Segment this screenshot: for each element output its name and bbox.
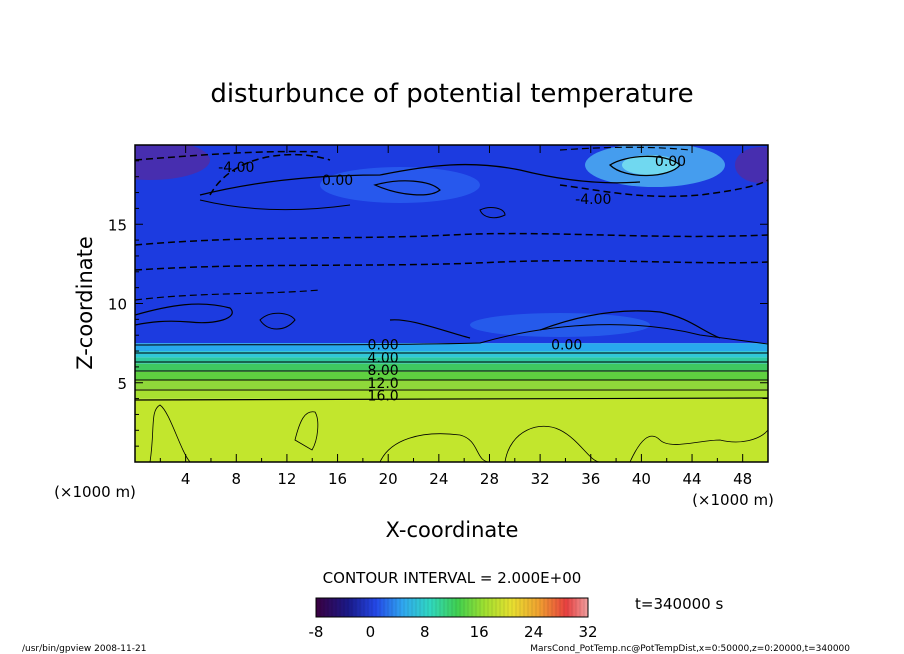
contour-line bbox=[199, 163, 641, 196]
contour-line bbox=[135, 232, 768, 246]
x-tick-label: 44 bbox=[682, 470, 701, 488]
contour-label: 0.00 bbox=[368, 338, 399, 354]
x-tick-label: 12 bbox=[277, 470, 296, 488]
contour-label: 0.00 bbox=[551, 338, 582, 354]
contour-label: -4.00 bbox=[218, 160, 254, 176]
colorbar-tick-label: 16 bbox=[470, 623, 489, 641]
contour-line bbox=[149, 404, 191, 462]
x-tick-label: 36 bbox=[581, 470, 600, 488]
contour-line bbox=[559, 146, 691, 151]
contour-line bbox=[135, 397, 768, 401]
contour-labels: 0.004.008.0012.016.00.00-4.000.00-4.000.… bbox=[218, 154, 686, 405]
colorbar-tick-label: -8 bbox=[309, 623, 324, 641]
contour-line bbox=[259, 312, 296, 330]
contour-line bbox=[135, 324, 768, 346]
x-tick-label: 40 bbox=[632, 470, 651, 488]
x-tick-label: 28 bbox=[480, 470, 499, 488]
contour-label: 12.0 bbox=[368, 376, 399, 392]
color-band bbox=[135, 343, 768, 352]
chart-title: disturbunce of potential temperature bbox=[210, 79, 693, 109]
colorbar-tick-label: 0 bbox=[366, 623, 376, 641]
contour-label: 16.0 bbox=[368, 388, 399, 404]
color-band bbox=[135, 363, 768, 372]
cool-region-2 bbox=[470, 313, 650, 337]
colorbar-stripes bbox=[319, 598, 585, 617]
contour-line bbox=[608, 155, 681, 177]
x-tick-label: 24 bbox=[429, 470, 448, 488]
time-label: t=340000 s bbox=[635, 595, 723, 613]
contour-label: 8.00 bbox=[368, 363, 399, 379]
contour-line bbox=[294, 411, 319, 451]
contour-label: -4.00 bbox=[575, 192, 611, 208]
x-axis-ticks: 4 8 12 16 20 24 28 32 36 40 44 48 bbox=[159, 145, 752, 488]
contour-line bbox=[135, 150, 321, 161]
contour-line bbox=[629, 429, 768, 462]
contour-line bbox=[135, 303, 233, 326]
contour-interval-text: CONTOUR INTERVAL = 2.000E+00 bbox=[323, 569, 582, 587]
footer-left: /usr/bin/gpview 2008-11-21 bbox=[22, 644, 146, 654]
contour-line bbox=[559, 179, 768, 198]
contour-line bbox=[539, 310, 721, 339]
color-band bbox=[135, 351, 768, 358]
x-tick-label: 48 bbox=[733, 470, 752, 488]
contour-label: 4.00 bbox=[368, 350, 399, 366]
contour-line bbox=[199, 199, 351, 211]
y-axis-label: Z-coordinate bbox=[73, 236, 97, 370]
contour-line bbox=[209, 153, 331, 196]
x-tick-label: 20 bbox=[379, 470, 398, 488]
contour-line bbox=[135, 259, 768, 271]
cold-corner-left bbox=[135, 145, 210, 180]
contour-line bbox=[373, 180, 441, 196]
contour-line bbox=[389, 319, 471, 339]
plot-area: 0.004.008.0012.016.00.00-4.000.00-4.000.… bbox=[135, 145, 768, 462]
color-band bbox=[135, 398, 768, 462]
contour-line bbox=[379, 433, 491, 462]
contour-label: 0.00 bbox=[322, 173, 353, 189]
x-tick-label: 32 bbox=[531, 470, 550, 488]
x-axis-label: X-coordinate bbox=[386, 518, 519, 542]
contour-line bbox=[504, 426, 601, 462]
colorbar bbox=[315, 597, 589, 618]
field-blobs bbox=[135, 145, 768, 337]
x-tick-label: 8 bbox=[232, 470, 242, 488]
cool-region bbox=[320, 167, 480, 203]
y-tick-label: 5 bbox=[117, 375, 127, 393]
colorbar-tick-label: 8 bbox=[420, 623, 430, 641]
color-band bbox=[135, 357, 768, 364]
y-tick-label: 15 bbox=[108, 216, 127, 234]
x-tick-label: 16 bbox=[328, 470, 347, 488]
warm-blob-core bbox=[622, 155, 678, 175]
x-tick-label: 4 bbox=[181, 470, 191, 488]
x-unit-right: (×1000 m) bbox=[692, 491, 774, 509]
colorbar-tick-label: 32 bbox=[578, 623, 597, 641]
cold-corner-right bbox=[735, 147, 768, 183]
color-band bbox=[135, 371, 768, 380]
color-band bbox=[135, 379, 768, 390]
colorbar-tick-label: 24 bbox=[524, 623, 543, 641]
color-band bbox=[135, 389, 768, 399]
contour-line bbox=[479, 207, 506, 219]
contour-line bbox=[135, 289, 321, 301]
y-tick-label: 10 bbox=[108, 296, 127, 314]
x-unit-left: (×1000 m) bbox=[54, 483, 136, 501]
contour-label: 0.00 bbox=[655, 154, 686, 170]
footer-right: MarsCond_PotTemp.nc@PotTempDist,x=0:5000… bbox=[530, 644, 850, 654]
colorbar-ticks: -8 0 8 16 24 32 bbox=[309, 623, 598, 641]
contour-lines bbox=[135, 146, 768, 462]
y-axis-ticks: 5 10 15 bbox=[108, 160, 768, 447]
